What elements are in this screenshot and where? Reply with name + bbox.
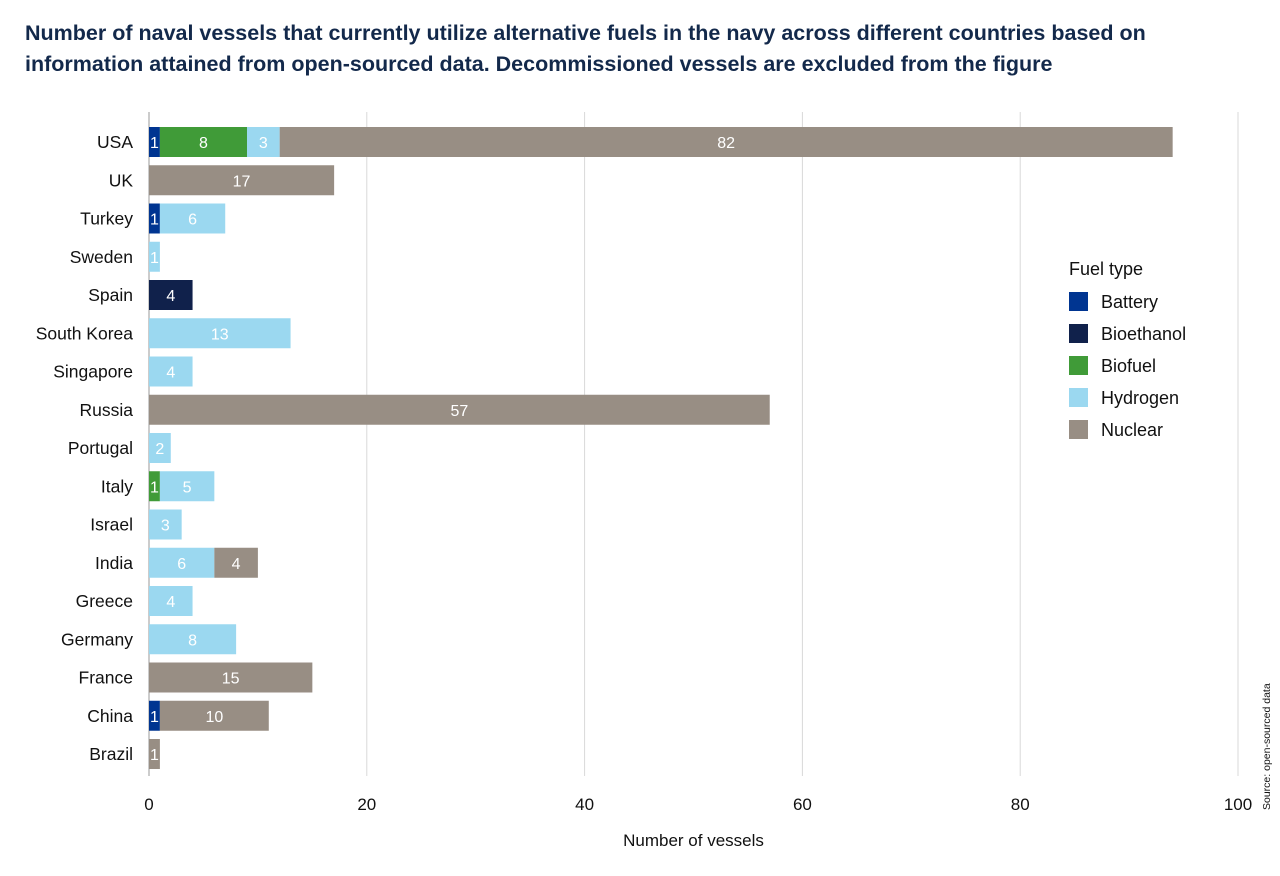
legend-swatch-bioethanol	[1069, 324, 1088, 343]
legend-label: Biofuel	[1101, 356, 1156, 376]
data-label: 5	[183, 479, 192, 496]
data-label: 4	[166, 288, 175, 305]
data-label: 4	[232, 556, 241, 573]
bar-nuclear	[214, 547, 258, 578]
y-tick-label: Brazil	[89, 744, 133, 764]
legend-title: Fuel type	[1069, 259, 1143, 279]
y-tick-label: South Korea	[36, 323, 134, 343]
data-label: 6	[177, 556, 186, 573]
bar-hydrogen	[149, 318, 291, 349]
data-label: 15	[222, 671, 240, 688]
bar-bioethanol	[149, 280, 193, 310]
source-note: Source: open-sourced data	[1261, 683, 1273, 810]
bar-hydrogen	[149, 356, 193, 387]
bar-hydrogen	[149, 509, 182, 540]
data-label: 1	[150, 135, 159, 152]
bar-biofuel	[159, 127, 248, 157]
y-tick-label: Israel	[90, 515, 133, 535]
data-label: 17	[233, 173, 251, 190]
legend-label: Nuclear	[1101, 420, 1163, 440]
bar-nuclear	[149, 739, 160, 769]
data-label: 6	[188, 212, 197, 229]
x-tick-label: 60	[793, 795, 812, 814]
y-tick-label: UK	[109, 170, 134, 190]
legend-swatch-biofuel	[1069, 356, 1088, 375]
y-tick-label: Spain	[88, 285, 133, 305]
bar-hydrogen	[149, 241, 160, 272]
y-tick-label: USA	[97, 132, 133, 152]
x-tick-label: 100	[1224, 795, 1252, 814]
data-label: 10	[205, 709, 223, 726]
data-label: 3	[161, 518, 170, 535]
y-tick-label: Italy	[101, 476, 133, 496]
bar-hydrogen	[149, 586, 193, 616]
data-label: 8	[188, 632, 197, 649]
bar-hydrogen	[159, 203, 226, 234]
legend-label: Battery	[1101, 292, 1158, 312]
bar-hydrogen	[149, 433, 171, 463]
data-label: 1	[150, 212, 159, 229]
y-tick-label: France	[79, 668, 133, 688]
y-tick-label: Turkey	[80, 209, 133, 229]
data-label: 8	[199, 135, 208, 152]
y-tick-label: Singapore	[53, 362, 133, 382]
legend-label: Bioethanol	[1101, 324, 1186, 344]
data-label: 1	[150, 709, 159, 726]
data-label: 82	[717, 135, 735, 152]
x-tick-label: 0	[144, 795, 153, 814]
y-tick-label: Portugal	[68, 438, 133, 458]
y-tick-label: Greece	[76, 591, 133, 611]
bar-nuclear	[149, 165, 335, 196]
bar-hydrogen	[159, 471, 215, 502]
x-tick-label: 40	[575, 795, 594, 814]
y-tick-label: India	[95, 553, 133, 573]
data-label: 3	[259, 135, 268, 152]
bar-hydrogen	[149, 547, 215, 578]
legend-swatch-hydrogen	[1069, 388, 1088, 407]
data-label: 4	[166, 365, 175, 382]
y-tick-label: Russia	[80, 400, 134, 420]
bar-battery	[149, 203, 160, 234]
y-tick-label: Sweden	[70, 247, 133, 267]
y-tick-label: China	[87, 706, 133, 726]
x-axis-label: Number of vessels	[623, 831, 764, 850]
legend-swatch-battery	[1069, 292, 1088, 311]
bar-nuclear	[279, 127, 1173, 157]
x-tick-label: 80	[1011, 795, 1030, 814]
bar-nuclear	[149, 394, 770, 425]
bar-battery	[149, 700, 160, 731]
data-label: 1	[150, 747, 159, 764]
data-label: 2	[155, 441, 164, 458]
legend-swatch-nuclear	[1069, 420, 1088, 439]
chart-title: Number of naval vessels that currently u…	[25, 21, 1146, 76]
bar-hydrogen	[149, 624, 237, 655]
x-tick-label: 20	[357, 795, 376, 814]
bar-nuclear	[159, 700, 269, 731]
y-tick-label: Germany	[61, 629, 133, 649]
data-label: 57	[450, 403, 468, 420]
bar-biofuel	[149, 471, 160, 502]
data-label: 4	[166, 594, 175, 611]
bar-hydrogen	[247, 127, 280, 157]
data-label: 1	[150, 479, 159, 496]
legend-label: Hydrogen	[1101, 388, 1179, 408]
bar-nuclear	[149, 662, 313, 693]
data-label: 1	[150, 250, 159, 267]
data-label: 13	[211, 326, 229, 343]
bar-battery	[149, 127, 160, 157]
